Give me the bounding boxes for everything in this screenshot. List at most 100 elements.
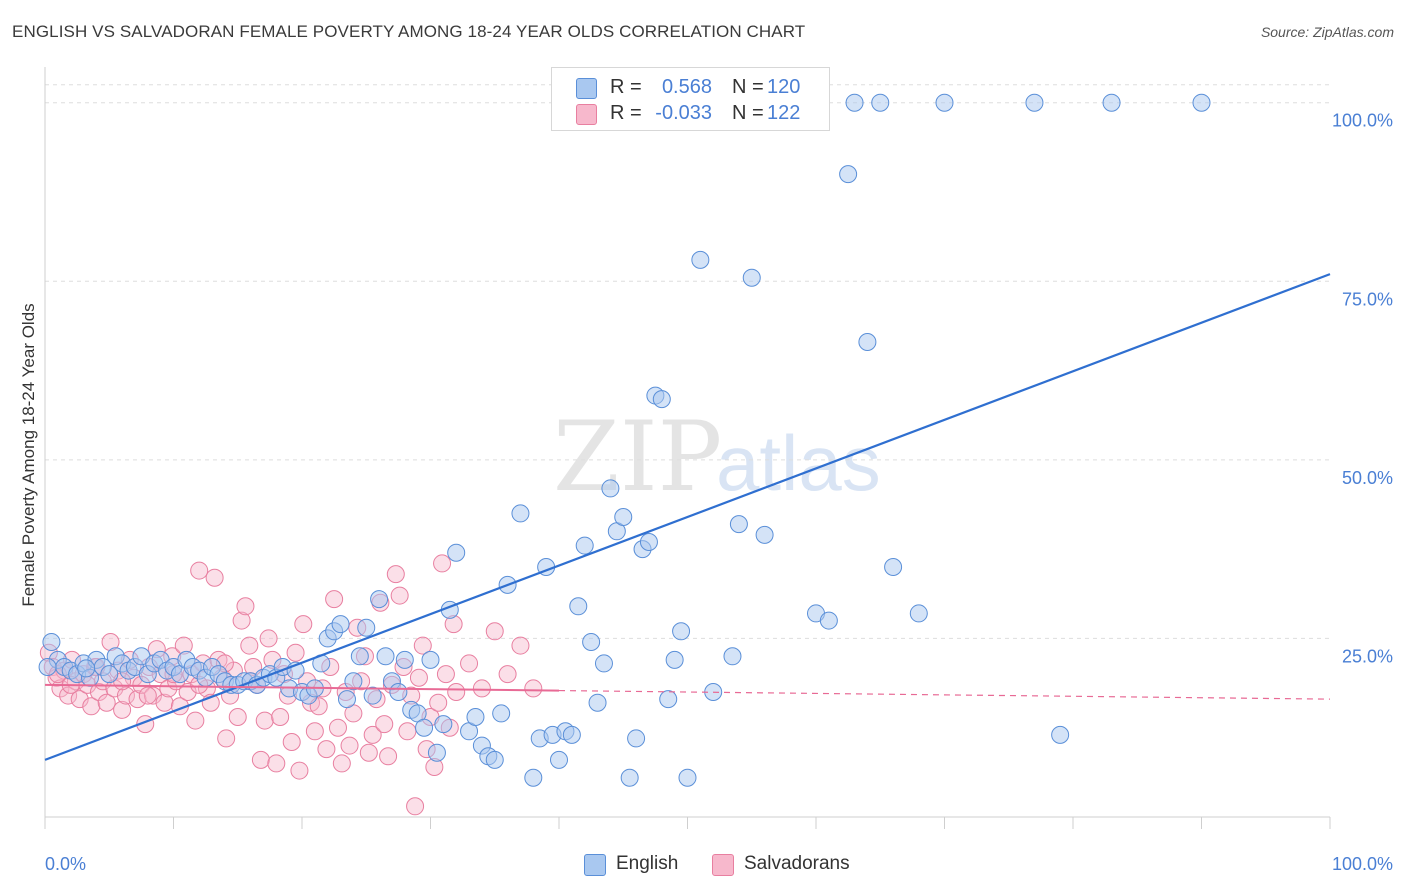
salvadorans-point — [294, 615, 313, 634]
salvadorans-point — [328, 718, 347, 737]
salvadorans-point — [332, 754, 351, 773]
salvadorans-point — [379, 747, 398, 766]
english-point — [415, 718, 434, 737]
english-point — [492, 704, 511, 723]
salvadorans-point — [409, 668, 428, 687]
salvadorans-point — [406, 797, 425, 816]
watermark-atlas: atlas — [716, 419, 881, 507]
salvadorans-point — [386, 565, 405, 584]
english-point — [550, 750, 568, 769]
salvadorans-point — [485, 622, 504, 641]
english-swatch — [576, 78, 597, 99]
english-point — [77, 659, 96, 678]
english-point — [100, 665, 119, 684]
salvadorans-point — [116, 686, 135, 705]
salvadorans-point — [143, 686, 162, 705]
salvadorans-point — [59, 686, 78, 705]
salvadorans-point — [255, 711, 274, 730]
english-point — [742, 268, 761, 287]
english-point — [466, 708, 485, 726]
salvadorans-point — [290, 761, 309, 780]
salvadorans-point — [128, 690, 147, 709]
y-tick-label: 75.0% — [1342, 289, 1393, 309]
salvadorans-point — [138, 686, 157, 705]
y-tick-label: 50.0% — [1342, 468, 1393, 488]
english-point — [884, 558, 903, 576]
english-point — [427, 743, 446, 762]
correlation-legend: R = 0.568 N = 120 R = -0.033 N = 122 — [551, 67, 830, 131]
english-n-label: N = — [732, 76, 764, 98]
english-point — [42, 633, 61, 651]
english-point — [652, 390, 671, 409]
salvadorans-point — [228, 708, 247, 726]
salvadorans-point — [390, 586, 409, 605]
english-point — [839, 165, 858, 184]
salvadorans-point — [359, 743, 378, 762]
english-point — [357, 618, 376, 637]
english-point — [350, 647, 369, 666]
english-point — [594, 654, 613, 673]
y-tick-label: 25.0% — [1342, 646, 1393, 666]
watermark-zip: ZIP — [553, 401, 722, 513]
salvadorans-point — [436, 665, 455, 684]
english-point — [575, 536, 594, 555]
english-point — [588, 693, 607, 712]
salvadorans-point — [240, 636, 259, 655]
english-point — [678, 768, 697, 787]
english-point — [434, 715, 453, 734]
english-point — [331, 615, 350, 634]
salvadorans-point — [375, 715, 394, 734]
english-point — [421, 650, 440, 669]
english-point — [582, 633, 601, 651]
english-point — [665, 650, 684, 669]
english-legend-label: English — [616, 853, 679, 874]
salvadorans-trend-line-dashed — [558, 689, 1331, 700]
english-r-label: R = — [610, 76, 642, 98]
english-point — [620, 768, 639, 787]
x-tick-label-min: 0.0% — [45, 854, 86, 874]
salvadorans-point — [305, 722, 324, 741]
english-point — [935, 93, 954, 112]
salvadorans-point — [190, 561, 209, 580]
salvadorans-legend-label: Salvadorans — [744, 853, 850, 874]
english-point — [1192, 93, 1211, 112]
english-point — [447, 543, 466, 562]
english-point — [659, 690, 678, 709]
english-point — [845, 93, 864, 112]
salvadorans-point — [217, 729, 236, 748]
salvadorans-point — [97, 693, 116, 712]
salvadorans-trend-line — [44, 683, 560, 692]
english-point — [363, 686, 382, 705]
english-point — [389, 683, 408, 701]
english-point — [871, 93, 890, 112]
english-point — [395, 650, 414, 669]
salvadorans-point — [511, 636, 530, 655]
grid — [45, 84, 1330, 639]
salvadorans-point — [259, 629, 278, 648]
salvadorans-point — [186, 711, 205, 730]
english-point — [729, 515, 748, 534]
english-point — [858, 333, 877, 351]
english-point — [562, 725, 581, 744]
salvadorans-point — [205, 568, 224, 587]
salvadorans-r-label: R = — [610, 102, 642, 124]
salvadorans-point — [178, 683, 197, 701]
y-axis-label: Female Poverty Among 18-24 Year Olds — [19, 303, 38, 606]
y-tick-labels: 25.0% 50.0% 75.0% 100.0% — [1332, 111, 1393, 667]
english-r-value: 0.568 — [661, 76, 712, 98]
salvadorans-point — [433, 554, 452, 573]
y-tick-label: 100.0% — [1332, 111, 1393, 131]
english-point — [723, 647, 742, 666]
salvadorans-point — [460, 654, 479, 673]
salvadorans-point — [429, 693, 448, 712]
salvadorans-point — [447, 683, 466, 701]
english-point — [614, 508, 633, 526]
salvadorans-point — [498, 665, 517, 684]
english-point — [909, 604, 928, 623]
salvadorans-point — [113, 700, 132, 719]
salvadorans-legend-swatch — [712, 854, 734, 876]
salvadorans-point — [232, 611, 251, 630]
english-point — [337, 690, 356, 709]
salvadorans-point — [155, 693, 174, 712]
